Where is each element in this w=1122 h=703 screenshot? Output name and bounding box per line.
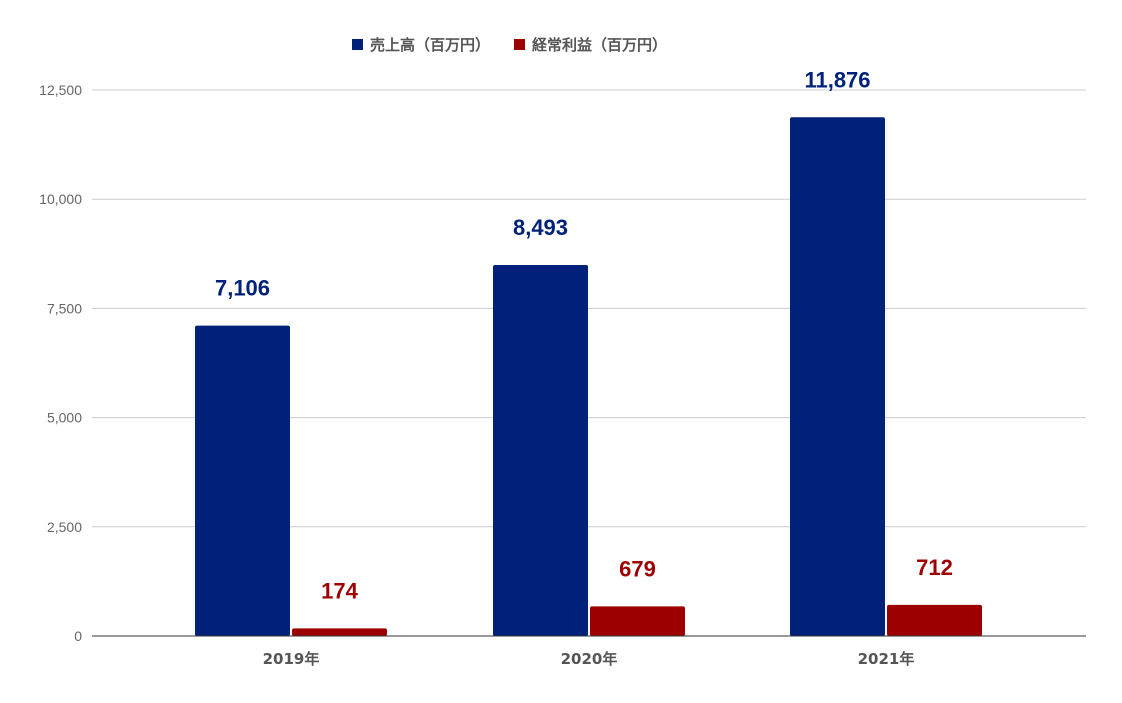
bar-series2-3 bbox=[887, 604, 982, 636]
data-label-series1-2: 8,493 bbox=[513, 215, 568, 240]
data-label-series2-3: 712 bbox=[916, 555, 953, 580]
legend-label-2: 経常利益（百万円） bbox=[532, 36, 667, 54]
legend-swatch-2 bbox=[514, 39, 525, 50]
bar-series2-1 bbox=[292, 628, 387, 636]
chart-legend: 売上高（百万円） 経常利益（百万円） bbox=[352, 36, 667, 54]
bar-series1-1 bbox=[195, 325, 290, 636]
x-tick-label: 2020年 bbox=[561, 650, 618, 668]
y-tick-label: 5,000 bbox=[47, 410, 82, 426]
bars bbox=[195, 117, 982, 636]
y-tick-label: 0 bbox=[74, 628, 82, 644]
data-labels: 7,106 174 8,493 679 11,876 712 bbox=[215, 67, 953, 603]
legend-swatch-1 bbox=[352, 39, 363, 50]
bar-series2-2 bbox=[590, 606, 685, 636]
y-axis: 0 2,500 5,000 7,500 10,000 12,500 bbox=[39, 82, 82, 644]
y-tick-label: 12,500 bbox=[39, 82, 82, 98]
x-tick-label: 2019年 bbox=[263, 650, 320, 668]
data-label-series2-2: 679 bbox=[619, 556, 656, 581]
data-label-series2-1: 174 bbox=[321, 578, 358, 603]
y-tick-label: 2,500 bbox=[47, 519, 82, 535]
bar-series1-2 bbox=[493, 265, 588, 636]
data-label-series1-3: 11,876 bbox=[804, 67, 870, 92]
legend-label-1: 売上高（百万円） bbox=[370, 36, 490, 54]
y-tick-label: 10,000 bbox=[39, 191, 82, 207]
x-axis: 2019年 2020年 2021年 bbox=[263, 650, 915, 668]
y-tick-label: 7,500 bbox=[47, 300, 82, 316]
data-label-series1-1: 7,106 bbox=[215, 276, 270, 301]
x-tick-label: 2021年 bbox=[858, 650, 915, 668]
bar-series1-3 bbox=[790, 117, 885, 636]
